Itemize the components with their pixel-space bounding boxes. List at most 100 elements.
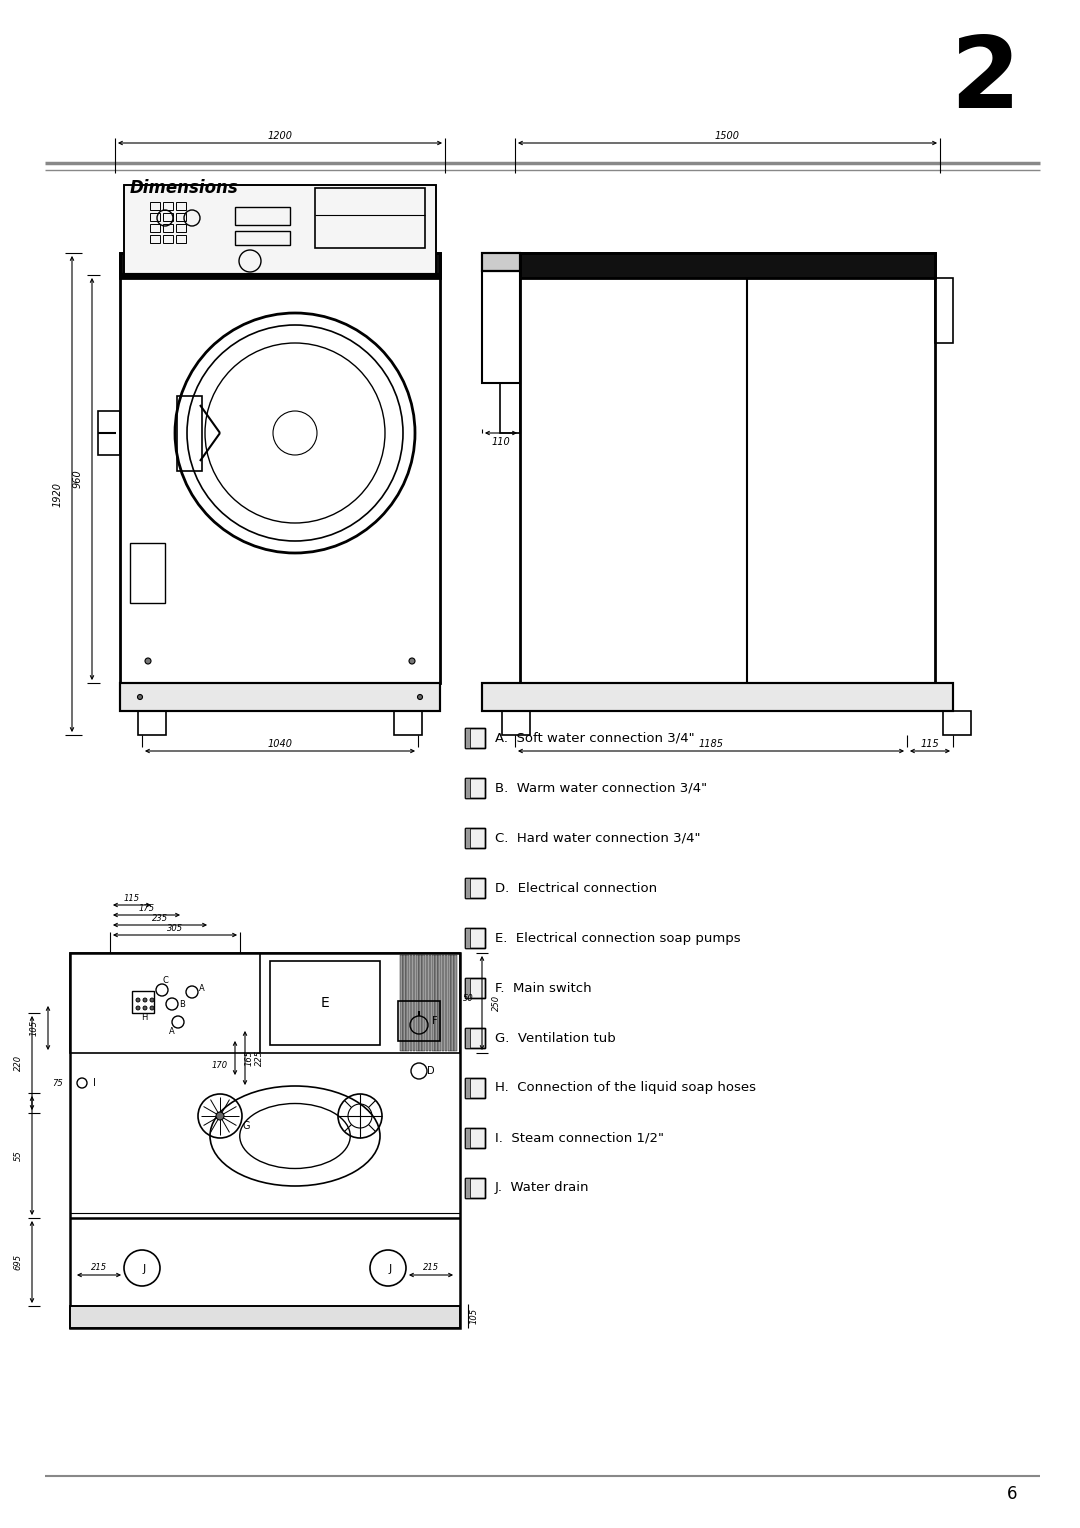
Bar [465, 1077, 470, 1099]
Bar [70, 1306, 460, 1328]
Text: 305: 305 [167, 923, 184, 932]
Bar [429, 955, 431, 1051]
Text: 115: 115 [124, 894, 140, 903]
Bar [315, 188, 426, 248]
Text: 695: 695 [14, 1254, 23, 1270]
Bar [270, 961, 380, 1045]
Text: 170: 170 [212, 1060, 228, 1070]
Text: G.  Ventilation tub: G. Ventilation tub [495, 1031, 616, 1045]
Bar [465, 828, 485, 848]
Bar [130, 542, 165, 604]
Bar [465, 1128, 485, 1148]
Bar [519, 254, 935, 683]
Bar [465, 1028, 485, 1048]
Text: 235: 235 [152, 914, 168, 923]
Bar [120, 683, 440, 711]
Bar [448, 955, 450, 1051]
Bar [465, 727, 470, 749]
Text: J.  Water drain: J. Water drain [495, 1181, 590, 1195]
Text: J: J [389, 1264, 392, 1274]
Circle shape [136, 1005, 140, 1010]
Text: A: A [199, 984, 205, 993]
Bar [120, 254, 440, 278]
Bar [465, 1178, 485, 1198]
Bar [465, 978, 470, 998]
Bar [465, 1077, 485, 1099]
Text: 165: 165 [244, 1050, 254, 1067]
Bar [465, 778, 485, 798]
Bar [163, 212, 173, 222]
Bar [500, 384, 519, 432]
Bar [70, 953, 460, 1053]
Bar [403, 955, 406, 1051]
Text: 50: 50 [462, 993, 473, 1002]
Bar [163, 235, 173, 243]
Bar [163, 202, 173, 209]
Circle shape [418, 695, 422, 700]
Bar [465, 1028, 470, 1048]
Text: 1185: 1185 [699, 740, 724, 749]
Text: 1040: 1040 [268, 740, 293, 749]
Text: 55: 55 [14, 1151, 23, 1161]
Text: C.  Hard water connection 3/4": C. Hard water connection 3/4" [495, 831, 701, 845]
Bar [435, 955, 437, 1051]
Bar [465, 1178, 485, 1198]
Bar [465, 828, 470, 848]
Circle shape [216, 1112, 224, 1120]
Bar [150, 235, 160, 243]
Bar [176, 225, 186, 232]
Text: A: A [170, 1027, 175, 1036]
Text: 215: 215 [423, 1264, 440, 1273]
Text: I.  Steam connection 1/2": I. Steam connection 1/2" [495, 1132, 664, 1144]
Text: B: B [179, 999, 185, 1008]
Bar [120, 683, 440, 711]
Bar [482, 270, 519, 384]
Circle shape [143, 1005, 147, 1010]
Bar [465, 1128, 470, 1148]
Bar [400, 955, 403, 1051]
Bar [235, 231, 291, 244]
Text: 175: 175 [138, 903, 154, 912]
Bar [70, 953, 460, 1328]
Text: 105: 105 [470, 1308, 478, 1325]
Text: H: H [140, 1013, 147, 1022]
Circle shape [143, 998, 147, 1002]
Bar [235, 206, 291, 225]
Bar [132, 992, 154, 1013]
Bar [98, 411, 120, 455]
Text: 1920: 1920 [53, 481, 63, 506]
Bar [438, 955, 441, 1051]
Bar [465, 978, 485, 998]
Bar [465, 927, 485, 947]
Bar [422, 955, 424, 1051]
Bar [465, 927, 470, 947]
Bar [502, 711, 530, 735]
Bar [426, 955, 428, 1051]
Bar [150, 202, 160, 209]
Bar [409, 955, 413, 1051]
Bar [124, 185, 436, 275]
Circle shape [150, 998, 154, 1002]
Circle shape [145, 659, 151, 665]
Text: I: I [93, 1077, 95, 1088]
Bar [176, 202, 186, 209]
Bar [416, 955, 419, 1051]
Text: E: E [321, 996, 329, 1010]
Bar [138, 711, 166, 735]
Text: 2: 2 [950, 32, 1020, 128]
Bar [465, 927, 485, 947]
Bar [482, 683, 953, 711]
Bar [465, 879, 470, 898]
Text: C: C [162, 975, 167, 984]
Bar [451, 955, 454, 1051]
Bar [465, 1128, 485, 1148]
Text: 250: 250 [491, 995, 500, 1012]
Text: F.  Main switch: F. Main switch [495, 981, 592, 995]
Bar [465, 1028, 485, 1048]
Text: 960: 960 [73, 469, 83, 489]
Bar [406, 955, 409, 1051]
Text: Dimensions: Dimensions [130, 179, 239, 197]
Text: G: G [242, 1122, 249, 1131]
Text: 225: 225 [255, 1050, 264, 1067]
Bar [465, 727, 485, 749]
